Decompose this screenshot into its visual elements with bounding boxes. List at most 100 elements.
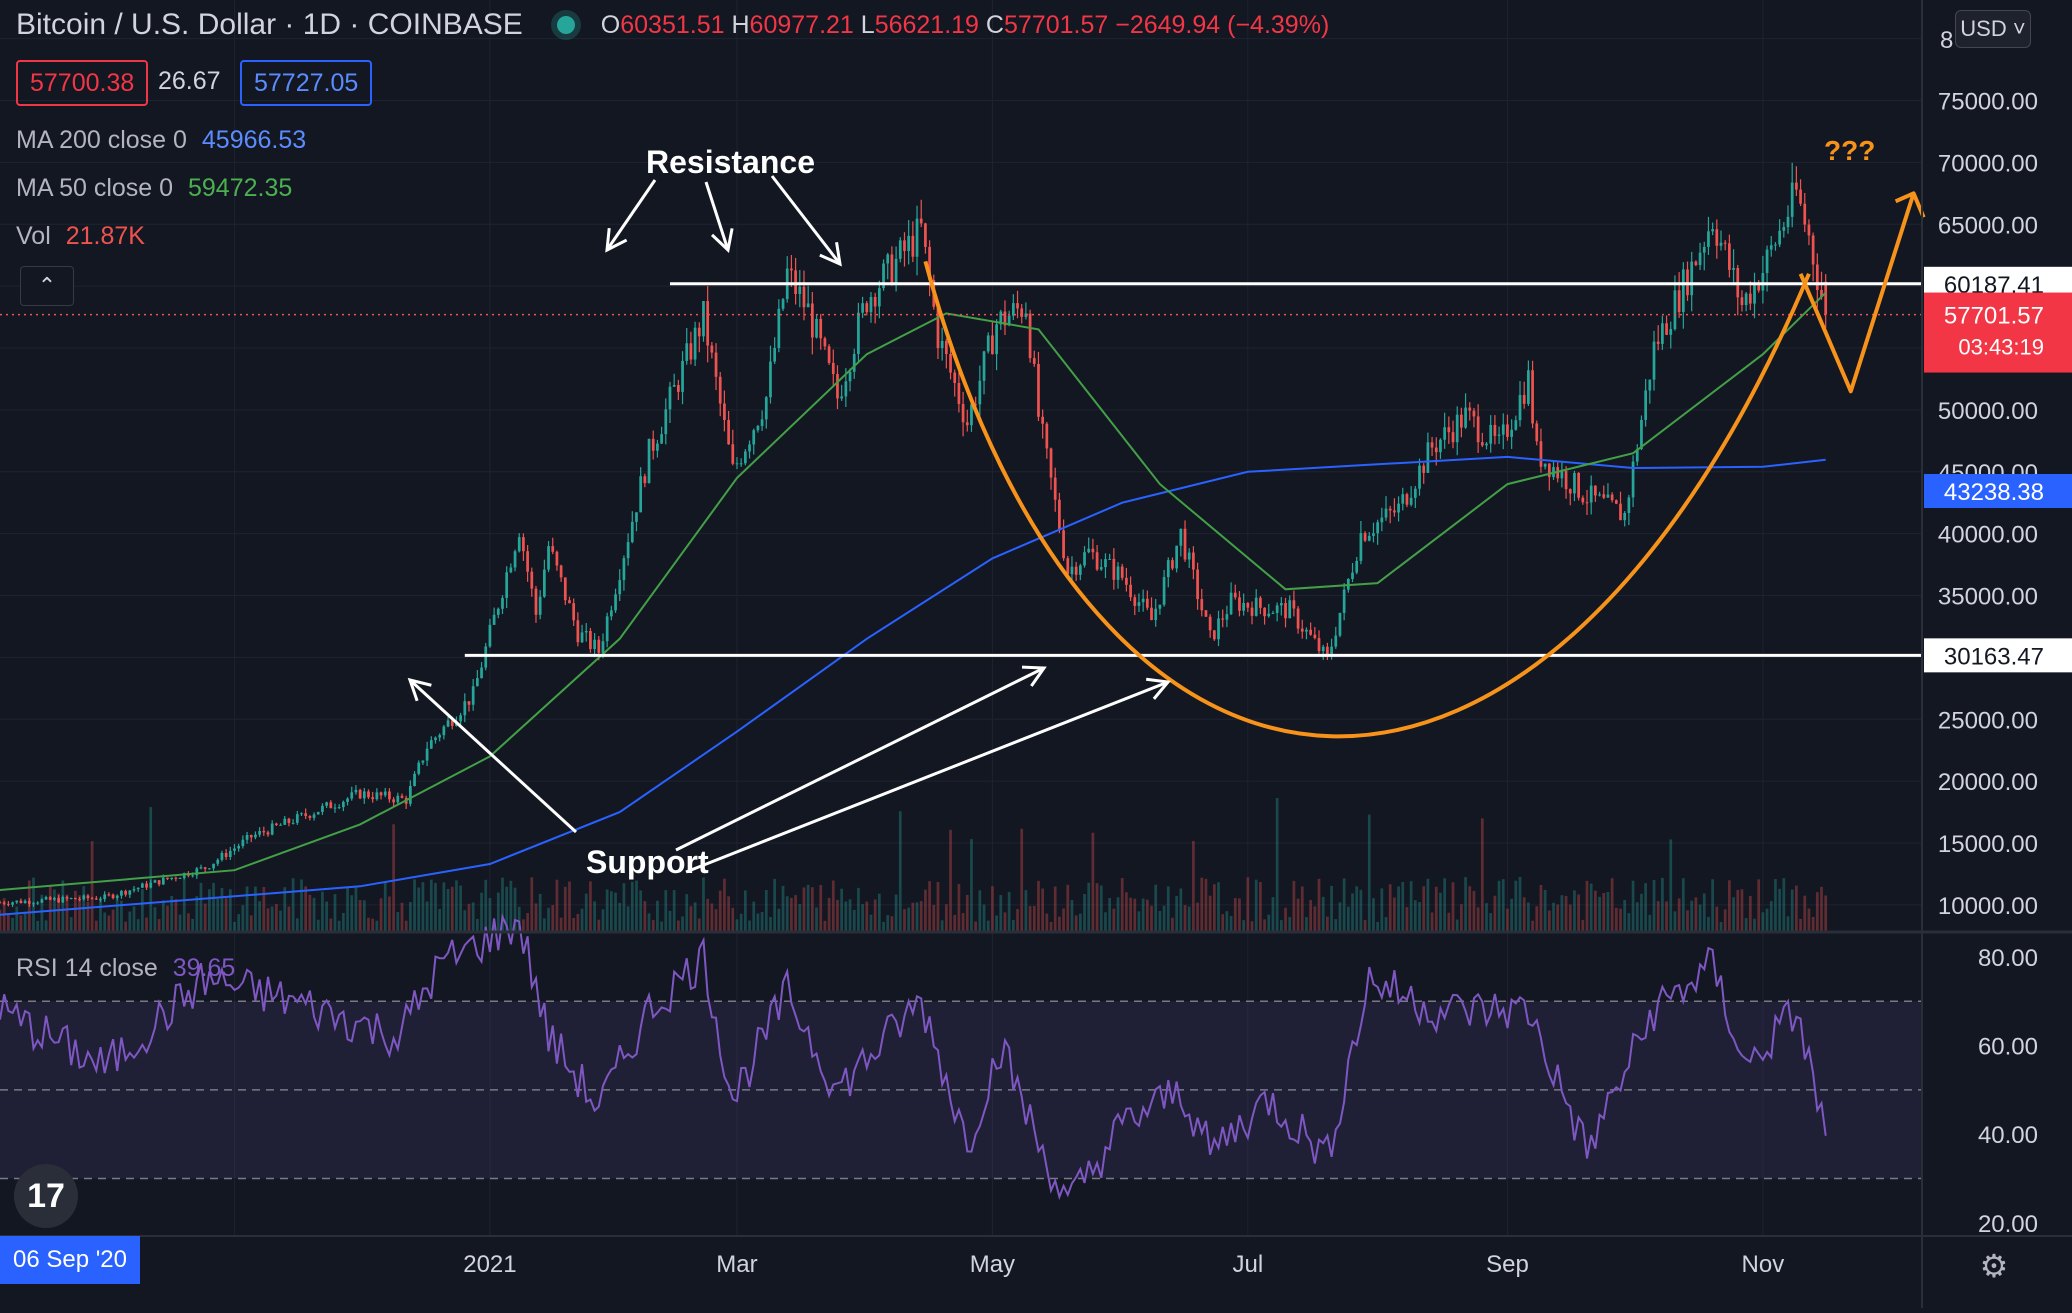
time-axis-label: Mar	[716, 1251, 757, 1278]
volume-bar	[1367, 814, 1371, 932]
gear-icon[interactable]: ⚙	[1979, 1248, 2009, 1284]
price-tick-label-partial: 8	[1940, 27, 1953, 54]
candle-body	[1451, 432, 1455, 443]
candle-body	[409, 786, 412, 804]
volume-bar	[1183, 905, 1187, 932]
candle-body	[911, 235, 915, 257]
candle-body	[1321, 646, 1325, 652]
volume-bar	[790, 897, 793, 932]
candle-body	[258, 831, 261, 835]
candle-body	[1422, 465, 1426, 473]
candle-body	[1367, 535, 1371, 541]
candle-body	[245, 834, 249, 840]
volume-bar	[1728, 880, 1731, 932]
candle-body	[1284, 603, 1287, 619]
volume-bar	[1162, 905, 1166, 932]
volume-bar	[1594, 890, 1597, 932]
volume-bar	[1246, 877, 1250, 932]
candle-body	[308, 815, 312, 818]
volume-bar	[496, 892, 500, 932]
chevron-up-icon[interactable]: ⌃	[20, 266, 74, 306]
volume-bar	[660, 921, 663, 932]
volume-bar	[1690, 900, 1694, 932]
volume-legend[interactable]: Vol 21.87K	[16, 222, 145, 251]
volume-bar	[103, 912, 107, 932]
volume-bar	[346, 886, 349, 932]
volume-bar	[752, 901, 756, 932]
volume-bar	[304, 886, 308, 932]
candle-body	[1543, 463, 1547, 467]
candle-body	[1091, 548, 1095, 553]
volume-bar	[1707, 916, 1710, 932]
volume-bar	[1497, 880, 1501, 932]
volume-bar	[228, 889, 232, 932]
candle-body	[1506, 424, 1509, 437]
volume-bar	[1778, 888, 1781, 932]
candle-body	[1765, 249, 1769, 274]
volume-bar	[953, 914, 957, 932]
volume-bar	[501, 877, 504, 932]
candle-body	[953, 372, 957, 383]
price-tick-label: 70000.00	[1938, 150, 2038, 177]
candle-body	[651, 438, 655, 451]
candle-body	[974, 404, 978, 406]
rsi-legend[interactable]: RSI 14 close 39.65	[16, 954, 235, 983]
volume-bar	[1447, 912, 1451, 932]
volume-bar	[438, 908, 442, 932]
candle-body	[1527, 370, 1530, 404]
volume-bar	[1510, 898, 1513, 932]
candle-body	[1443, 427, 1447, 440]
volume-bar	[429, 879, 433, 932]
volume-bar	[1212, 884, 1216, 932]
candle-body	[1363, 533, 1367, 541]
candle-body	[1141, 598, 1145, 603]
volume-bar	[635, 880, 638, 932]
candle-body	[120, 890, 123, 896]
rsi-tick-label: 20.00	[1978, 1211, 2038, 1238]
ask-price-button[interactable]: 57727.05	[240, 60, 373, 106]
volume-bar	[605, 889, 609, 932]
volume-bar	[806, 884, 810, 932]
bid-price-button[interactable]: 57700.38	[16, 60, 149, 106]
candle-body	[182, 872, 186, 878]
candle-body	[731, 444, 735, 464]
ma200-legend[interactable]: MA 200 close 0 45966.53	[16, 126, 306, 155]
candle-body	[325, 802, 328, 806]
candles	[0, 162, 1828, 908]
volume-bar	[1581, 919, 1585, 932]
tradingview-logo-icon[interactable]: 17	[14, 1164, 78, 1228]
volume-bar	[203, 903, 207, 932]
rsi-tick-label: 80.00	[1978, 945, 2038, 972]
candle-body	[1380, 517, 1384, 523]
symbol-title[interactable]: Bitcoin / U.S. Dollar · 1D · COINBASE	[16, 8, 523, 41]
candle-body	[149, 882, 153, 888]
volume-bar	[1242, 920, 1246, 932]
candle-body	[1681, 269, 1685, 312]
candle-body	[262, 831, 266, 833]
candle-body	[1024, 313, 1028, 317]
candle-body	[685, 343, 689, 361]
grid	[0, 0, 1922, 1236]
candle-body	[337, 807, 341, 809]
rsi-axis-ticks: 80.00 60.00 40.00 20.00	[1978, 945, 2038, 1238]
ma50-legend[interactable]: MA 50 close 0 59472.35	[16, 174, 292, 203]
candle-body	[957, 382, 961, 405]
ma200-legend-value: 45966.53	[201, 126, 307, 154]
candle-body	[1656, 341, 1660, 344]
candle-body	[304, 813, 308, 816]
candle-body	[1531, 370, 1534, 424]
volume-bar	[1413, 900, 1417, 932]
currency-selector[interactable]: USD ˅	[1955, 10, 2031, 48]
price-axis-ticks: 75000.0070000.0065000.0045000.0040000.00…	[1938, 27, 2038, 920]
volume-bar	[1284, 907, 1287, 932]
candle-body	[136, 887, 140, 890]
volume-bar	[1644, 883, 1647, 932]
candle-body	[1041, 416, 1045, 424]
candle-body	[27, 900, 31, 904]
volume-bar	[1489, 913, 1493, 932]
volume-bar	[978, 890, 982, 932]
ma200-line	[0, 455, 1826, 916]
support-arrow-left-head	[407, 677, 432, 702]
volume-bar	[191, 918, 194, 932]
